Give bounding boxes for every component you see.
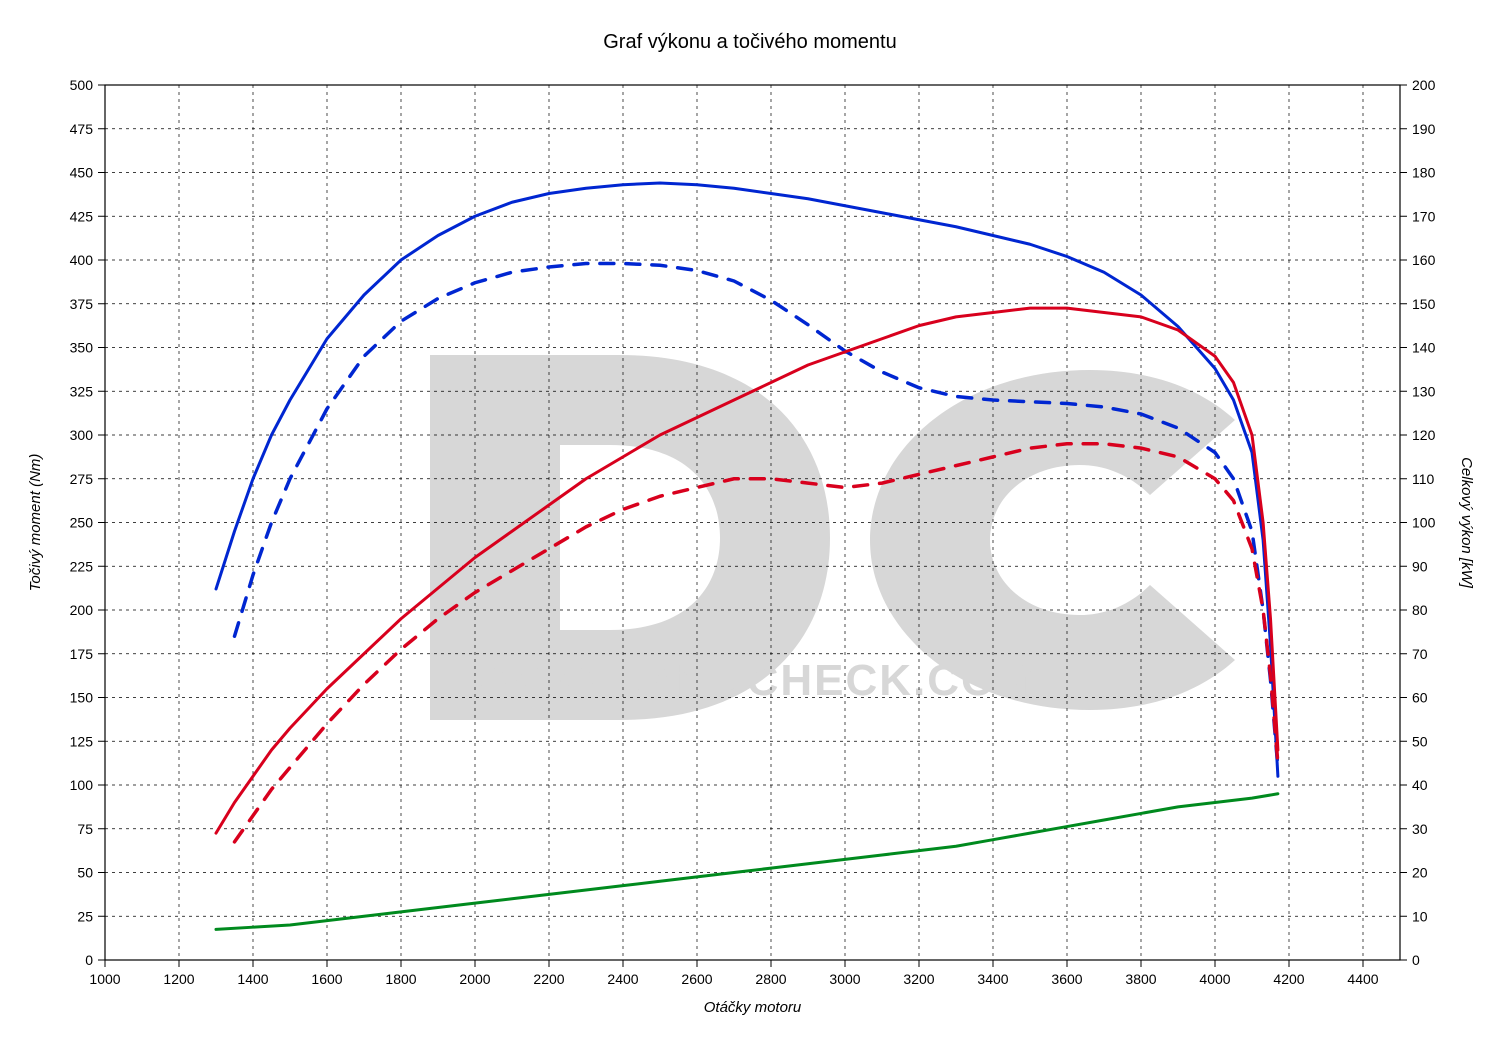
svg-text:2600: 2600 xyxy=(681,971,712,987)
svg-text:325: 325 xyxy=(70,383,94,399)
svg-text:350: 350 xyxy=(70,340,94,356)
svg-text:20: 20 xyxy=(1412,865,1428,881)
svg-text:25: 25 xyxy=(77,908,93,924)
svg-text:4400: 4400 xyxy=(1347,971,1378,987)
svg-text:400: 400 xyxy=(70,252,94,268)
svg-text:50: 50 xyxy=(77,865,93,881)
svg-text:3800: 3800 xyxy=(1125,971,1156,987)
svg-text:0: 0 xyxy=(85,952,93,968)
svg-text:3200: 3200 xyxy=(903,971,934,987)
svg-text:190: 190 xyxy=(1412,121,1436,137)
svg-text:125: 125 xyxy=(70,733,94,749)
svg-text:3600: 3600 xyxy=(1051,971,1082,987)
svg-text:200: 200 xyxy=(70,602,94,618)
svg-text:100: 100 xyxy=(1412,515,1436,531)
svg-text:150: 150 xyxy=(1412,296,1436,312)
svg-text:75: 75 xyxy=(77,821,93,837)
svg-text:40: 40 xyxy=(1412,777,1428,793)
svg-text:225: 225 xyxy=(70,558,94,574)
svg-text:175: 175 xyxy=(70,646,94,662)
dyno-chart: WWW.DYNOCHECK.COM10001200140016001800200… xyxy=(0,0,1500,1041)
svg-text:1200: 1200 xyxy=(163,971,194,987)
svg-text:4200: 4200 xyxy=(1273,971,1304,987)
svg-text:3000: 3000 xyxy=(829,971,860,987)
svg-text:90: 90 xyxy=(1412,558,1428,574)
svg-text:50: 50 xyxy=(1412,733,1428,749)
svg-text:130: 130 xyxy=(1412,383,1436,399)
svg-text:140: 140 xyxy=(1412,340,1436,356)
svg-text:500: 500 xyxy=(70,77,94,93)
svg-text:150: 150 xyxy=(70,690,94,706)
svg-text:70: 70 xyxy=(1412,646,1428,662)
svg-text:1000: 1000 xyxy=(89,971,120,987)
svg-text:10: 10 xyxy=(1412,908,1428,924)
svg-text:170: 170 xyxy=(1412,208,1436,224)
svg-text:200: 200 xyxy=(1412,77,1436,93)
svg-text:2000: 2000 xyxy=(459,971,490,987)
svg-text:4000: 4000 xyxy=(1199,971,1230,987)
svg-text:2800: 2800 xyxy=(755,971,786,987)
svg-text:100: 100 xyxy=(70,777,94,793)
svg-text:1600: 1600 xyxy=(311,971,342,987)
svg-text:2200: 2200 xyxy=(533,971,564,987)
svg-text:475: 475 xyxy=(70,121,94,137)
x-axis-label: Otáčky motoru xyxy=(704,999,802,1016)
svg-text:250: 250 xyxy=(70,515,94,531)
svg-text:425: 425 xyxy=(70,208,94,224)
svg-text:120: 120 xyxy=(1412,427,1436,443)
svg-text:180: 180 xyxy=(1412,165,1436,181)
svg-text:1800: 1800 xyxy=(385,971,416,987)
y-axis-left-label: Točivý moment (Nm) xyxy=(27,454,44,592)
svg-text:1400: 1400 xyxy=(237,971,268,987)
svg-text:30: 30 xyxy=(1412,821,1428,837)
chart-title: Graf výkonu a točivého momentu xyxy=(603,31,896,53)
svg-text:275: 275 xyxy=(70,471,94,487)
svg-text:3400: 3400 xyxy=(977,971,1008,987)
svg-text:300: 300 xyxy=(70,427,94,443)
svg-text:0: 0 xyxy=(1412,952,1420,968)
svg-text:110: 110 xyxy=(1412,471,1435,487)
y-axis-right-label: Celkový výkon [kW] xyxy=(1458,457,1475,589)
svg-text:2400: 2400 xyxy=(607,971,638,987)
svg-text:375: 375 xyxy=(70,296,94,312)
chart-svg: WWW.DYNOCHECK.COM10001200140016001800200… xyxy=(0,0,1500,1041)
svg-text:160: 160 xyxy=(1412,252,1436,268)
svg-text:60: 60 xyxy=(1412,690,1428,706)
svg-text:450: 450 xyxy=(70,165,94,181)
svg-text:80: 80 xyxy=(1412,602,1428,618)
